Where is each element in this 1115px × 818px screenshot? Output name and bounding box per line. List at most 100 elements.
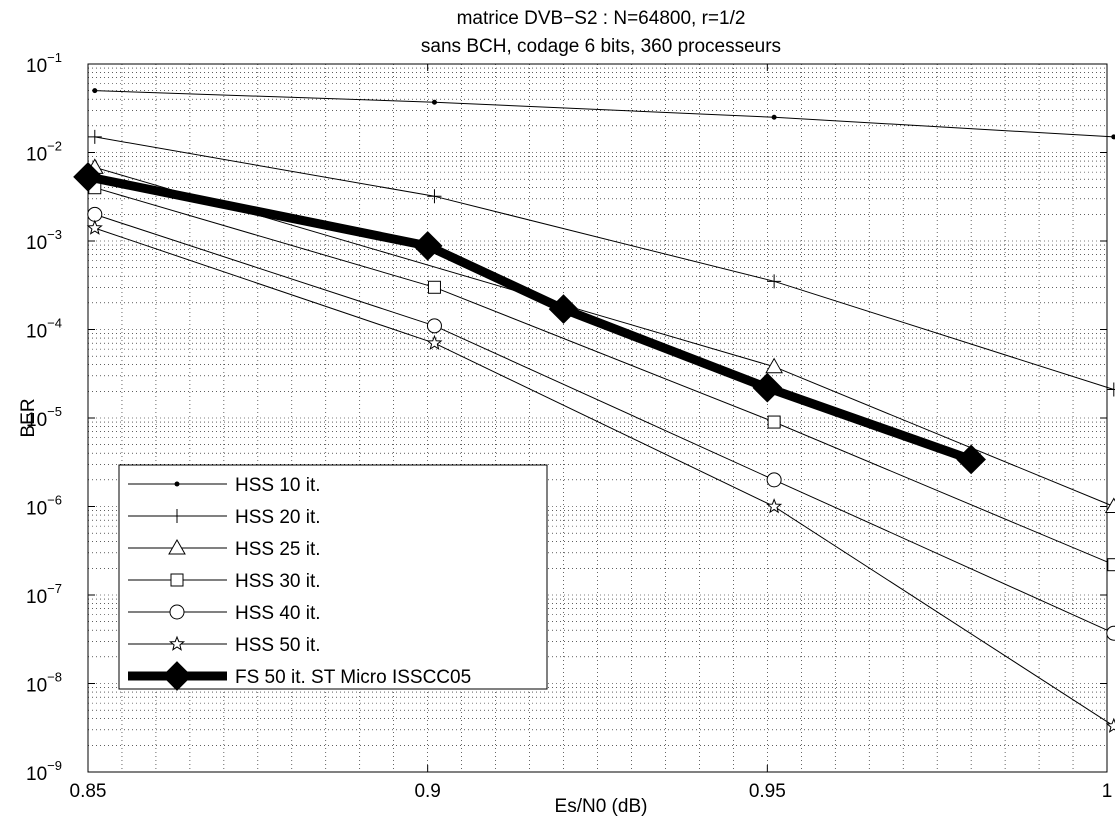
marker-plus xyxy=(767,274,782,289)
data-point xyxy=(87,206,103,222)
marker-plus xyxy=(427,189,442,204)
series-1 xyxy=(87,129,1115,397)
series-line xyxy=(94,187,1114,566)
data-point xyxy=(767,274,782,289)
legend-entry: HSS 40 it. xyxy=(128,603,321,624)
data-point xyxy=(73,162,103,192)
marker-dot xyxy=(431,99,437,105)
legend-entry: HSS 50 it. xyxy=(128,635,321,656)
series-6 xyxy=(73,162,986,475)
legend-entry: HSS 30 it. xyxy=(128,571,321,592)
x-tick-label: 0.9 xyxy=(414,781,440,802)
y-tick-label: 10−5 xyxy=(26,404,62,431)
marker-plus xyxy=(1106,382,1115,397)
data-point xyxy=(427,280,441,294)
marker-star xyxy=(86,219,103,235)
marker-circle xyxy=(1106,625,1115,641)
chart-subtitle: sans BCH, codage 6 bits, 360 processeurs xyxy=(421,36,781,57)
y-tick-label: 10−1 xyxy=(26,50,62,77)
plot-series xyxy=(73,88,1115,733)
series-5 xyxy=(86,219,1115,733)
legend-entry: HSS 20 it. xyxy=(128,507,321,528)
y-tick-labels: 10−9 10−8 10−7 10−6 10−5 10−4 10−3 10−2 10−1 xyxy=(26,50,62,785)
x-tick-label: 1 xyxy=(1102,781,1113,802)
marker-diamond xyxy=(73,162,103,192)
x-tick-label: 0.85 xyxy=(70,781,107,802)
legend-label: HSS 25 it. xyxy=(235,539,321,560)
y-tick-label: 10−7 xyxy=(26,581,62,608)
series-line xyxy=(94,136,1114,390)
marker-square xyxy=(1107,558,1115,572)
data-point xyxy=(426,334,443,351)
data-point xyxy=(92,88,98,94)
marker-dot xyxy=(92,88,98,94)
data-point xyxy=(1107,558,1115,572)
legend-entry: HSS 10 it. xyxy=(128,475,321,496)
legend-box xyxy=(118,464,548,690)
data-point xyxy=(1106,382,1115,397)
marker-diamond xyxy=(956,444,986,475)
x-tick-label: 0.95 xyxy=(749,781,786,802)
marker-dot xyxy=(771,114,777,120)
marker-diamond xyxy=(162,661,192,691)
marker-square xyxy=(170,573,184,587)
legend-label: HSS 30 it. xyxy=(235,571,321,592)
data-point xyxy=(767,415,781,429)
marker-dot xyxy=(174,481,180,487)
data-point xyxy=(766,472,782,488)
marker-star xyxy=(766,498,783,514)
legend-label: HSS 40 it. xyxy=(235,603,321,624)
data-point xyxy=(1104,497,1115,513)
series-line xyxy=(87,172,973,464)
y-tick-label: 10−2 xyxy=(26,139,62,166)
y-tick-label: 10−9 xyxy=(26,758,62,785)
data-point xyxy=(427,189,442,204)
series-line xyxy=(94,227,1115,727)
marker-square xyxy=(427,280,441,294)
data-point xyxy=(1111,134,1115,140)
legend-label: HSS 20 it. xyxy=(235,507,321,528)
legend-entry: HSS 25 it. xyxy=(128,538,321,560)
legend-label: FS 50 it. ST Micro ISSCC05 xyxy=(235,667,471,688)
axes xyxy=(87,63,1108,773)
y-tick-label: 10−8 xyxy=(26,670,62,697)
series-line xyxy=(94,90,1114,138)
series-0 xyxy=(92,88,1115,140)
data-point xyxy=(87,129,102,144)
data-point xyxy=(426,318,442,334)
legend-entry: FS 50 it. ST Micro ISSCC05 xyxy=(128,661,471,691)
data-point xyxy=(956,444,986,475)
legend-label: HSS 50 it. xyxy=(235,635,321,656)
legend-label: HSS 10 it. xyxy=(235,475,321,496)
data-point xyxy=(431,99,437,105)
marker-star xyxy=(1105,717,1115,733)
marker-diamond xyxy=(412,231,443,261)
data-point xyxy=(548,294,579,324)
x-tick-labels: 0.85 0.9 0.95 1 xyxy=(70,781,1113,802)
marker-diamond xyxy=(752,372,783,403)
marker-triangle xyxy=(765,357,783,374)
series-line xyxy=(94,213,1115,634)
series-4 xyxy=(87,206,1115,641)
data-point xyxy=(1106,625,1115,641)
marker-triangle xyxy=(168,538,186,555)
marker-circle xyxy=(87,206,103,222)
y-tick-label: 10−4 xyxy=(26,316,62,343)
legend: HSS 10 it. HSS 20 it. HSS 25 it. HSS 30 it.… xyxy=(118,464,548,691)
marker-square xyxy=(767,415,781,429)
series-2 xyxy=(85,158,1115,513)
chart-title: matrice DVB−S2 : N=64800, r=1/2 xyxy=(457,8,746,29)
marker-dot xyxy=(1111,134,1115,140)
data-point xyxy=(765,357,783,374)
y-axis-label: BER xyxy=(18,398,39,437)
marker-triangle xyxy=(1104,497,1115,513)
marker-plus xyxy=(170,509,184,523)
data-point xyxy=(86,219,103,235)
data-point xyxy=(771,114,777,120)
y-tick-label: 10−6 xyxy=(26,493,62,520)
data-point xyxy=(766,498,783,514)
x-axis-label: Es/N0 (dB) xyxy=(555,796,648,817)
marker-plus xyxy=(87,129,102,144)
marker-circle xyxy=(169,604,185,620)
